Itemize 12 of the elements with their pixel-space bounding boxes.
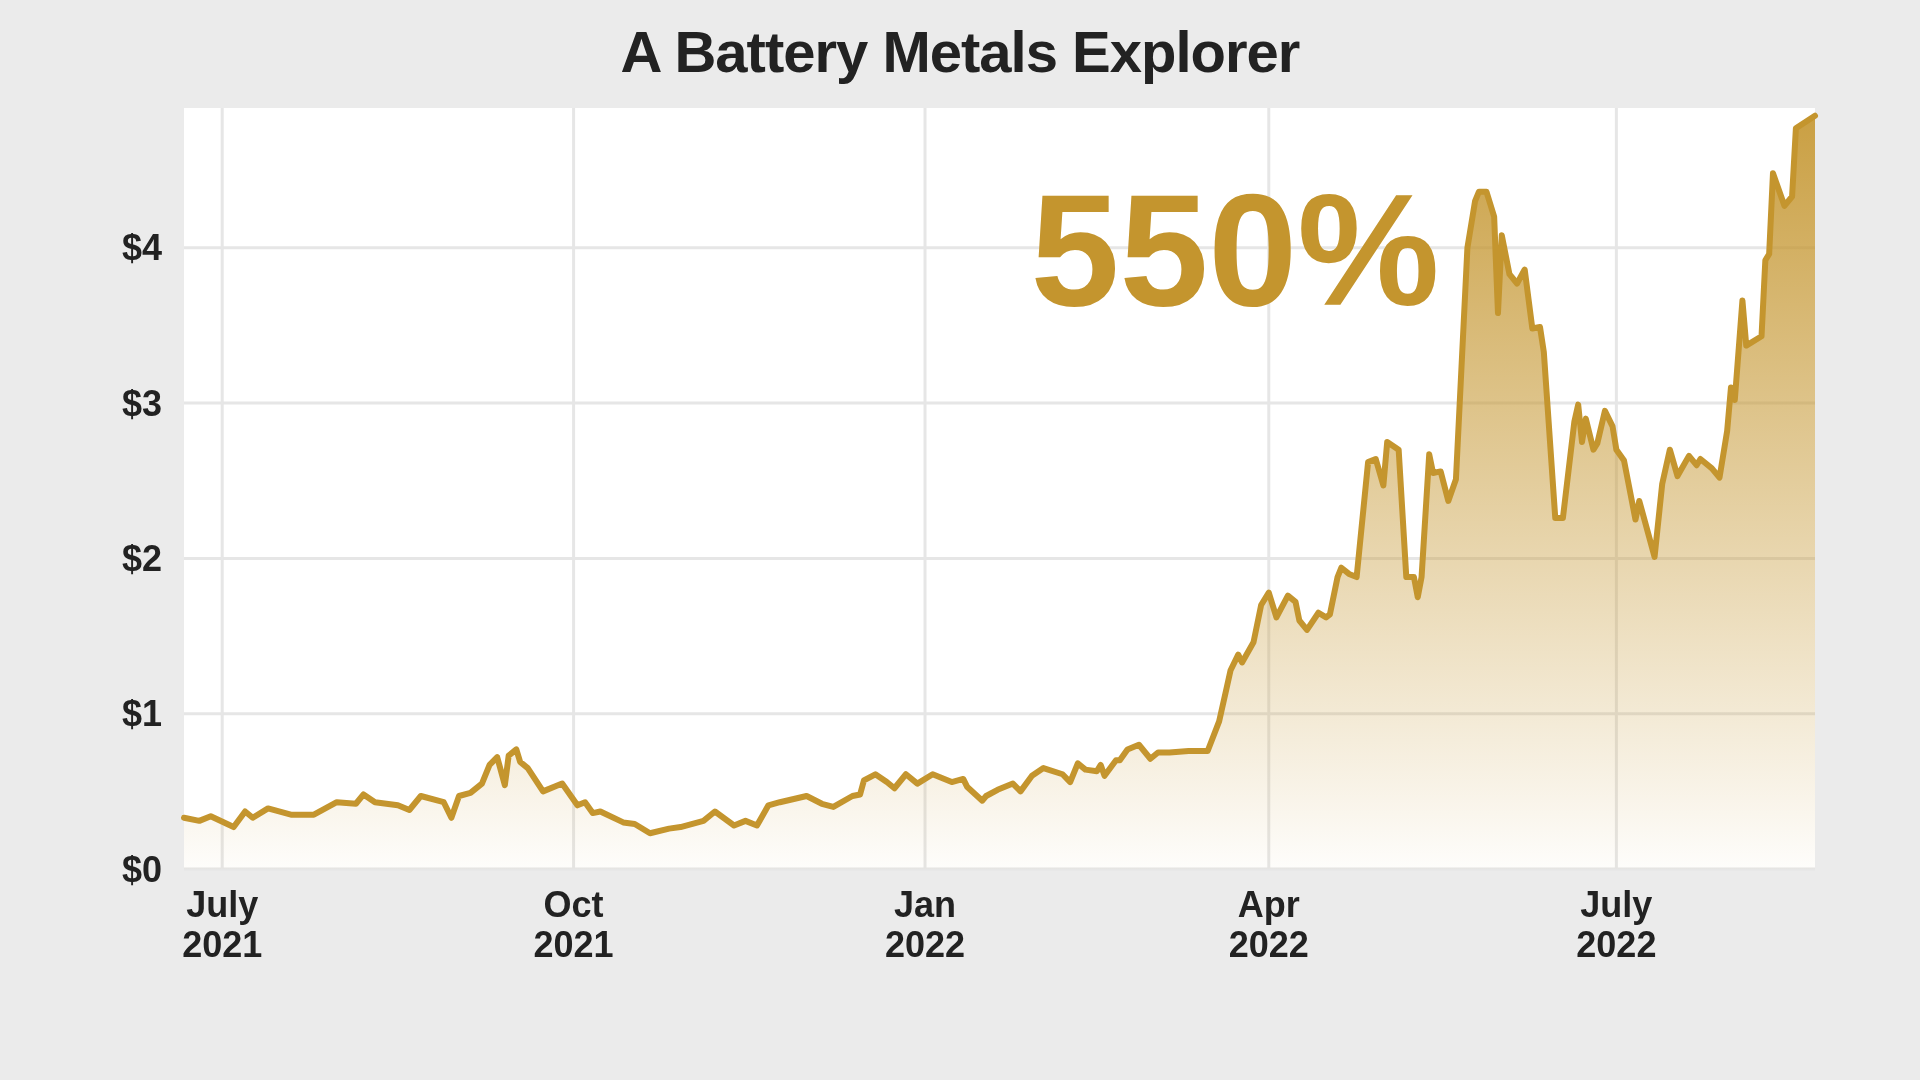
y-tick-label: $0: [121, 848, 162, 890]
y-tick-label: $3: [121, 382, 162, 424]
y-tick-label: $1: [121, 693, 162, 735]
x-tick-label: July 2022: [1576, 884, 1657, 965]
annotation: 550%: [1030, 160, 1440, 339]
y-tick-label: $2: [121, 537, 162, 579]
x-tick-label: July 2021: [182, 884, 263, 965]
x-tick-label: Jan 2022: [884, 884, 966, 965]
y-tick-label: $4: [121, 227, 162, 269]
x-tick-label: Oct 2021: [533, 884, 614, 965]
chart-title: A Battery Metals Explorer: [620, 19, 1300, 84]
x-tick-label: Apr 2022: [1228, 884, 1309, 965]
